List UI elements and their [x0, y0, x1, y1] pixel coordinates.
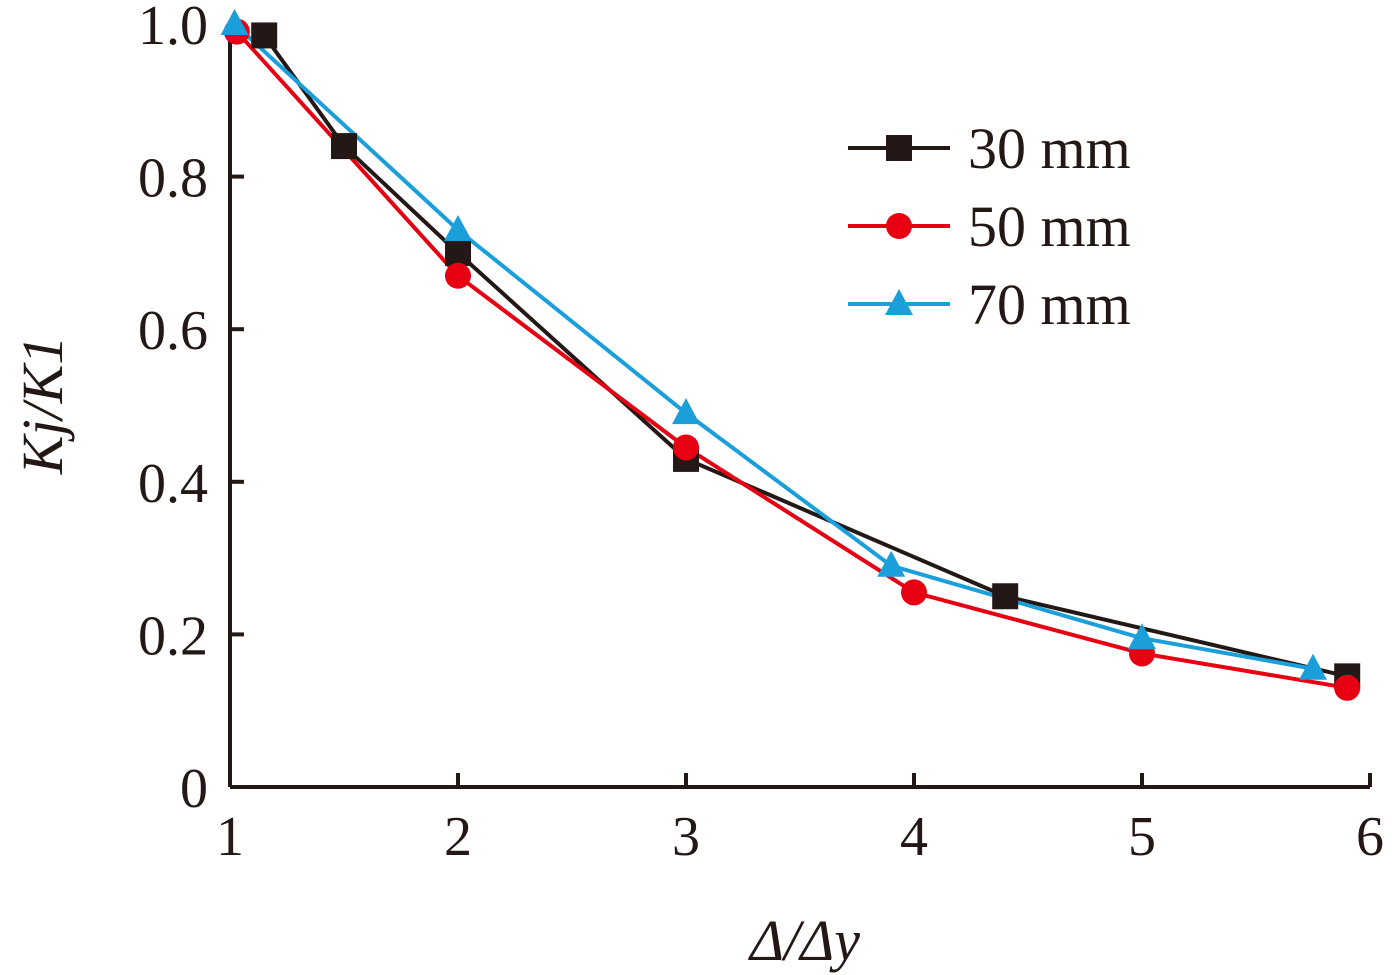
data-point-70-mm: [672, 398, 700, 425]
data-point-70-mm: [1299, 653, 1327, 680]
series-markers: [220, 9, 1361, 701]
data-point-30-mm: [992, 583, 1019, 610]
data-point-70-mm: [1128, 623, 1156, 650]
y-tick-label: 0.4: [138, 453, 208, 515]
x-tick-label: 1: [216, 806, 244, 868]
legend-marker-50-mm: [886, 213, 912, 239]
series-line-70-mm: [233, 22, 1314, 671]
y-axis-title: Kj/K1: [10, 336, 75, 476]
data-point-50-mm: [445, 262, 471, 289]
legend-marker-70-mm: [885, 289, 913, 315]
data-point-50-mm: [901, 579, 927, 606]
x-tick-label: 5: [1128, 806, 1156, 868]
data-point-30-mm: [331, 133, 357, 160]
legend-label-70-mm: 70 mm: [968, 272, 1131, 337]
y-tick-label: 0.8: [138, 148, 208, 210]
y-tick-label: 1.0: [138, 0, 208, 57]
x-axis-title: Δ/Δy: [748, 908, 860, 973]
legend-label-30-mm: 30 mm: [968, 116, 1131, 181]
data-point-70-mm: [877, 550, 906, 577]
x-tick-label: 4: [900, 806, 928, 868]
legend-marker-30-mm: [886, 135, 912, 161]
data-point-50-mm: [673, 434, 699, 461]
data-point-70-mm: [220, 9, 249, 35]
legend-label-50-mm: 50 mm: [968, 194, 1131, 259]
data-point-30-mm: [445, 239, 471, 266]
x-tick-label: 3: [672, 806, 700, 868]
data-point-30-mm: [251, 22, 278, 49]
x-tick-label: 6: [1356, 806, 1384, 868]
series-line-50-mm: [235, 30, 1348, 690]
x-tick-label: 2: [444, 806, 472, 868]
y-tick-label: 0.6: [138, 300, 208, 362]
legend: 30 mm 50 mm 70 mm: [848, 116, 1131, 337]
series-line-30-mm: [262, 34, 1348, 679]
data-point-70-mm: [444, 215, 472, 242]
y-tick-label: 0: [180, 758, 208, 820]
series-lines: [233, 22, 1348, 690]
data-point-50-mm: [1334, 674, 1361, 701]
y-tick-label: 0.2: [138, 605, 208, 667]
